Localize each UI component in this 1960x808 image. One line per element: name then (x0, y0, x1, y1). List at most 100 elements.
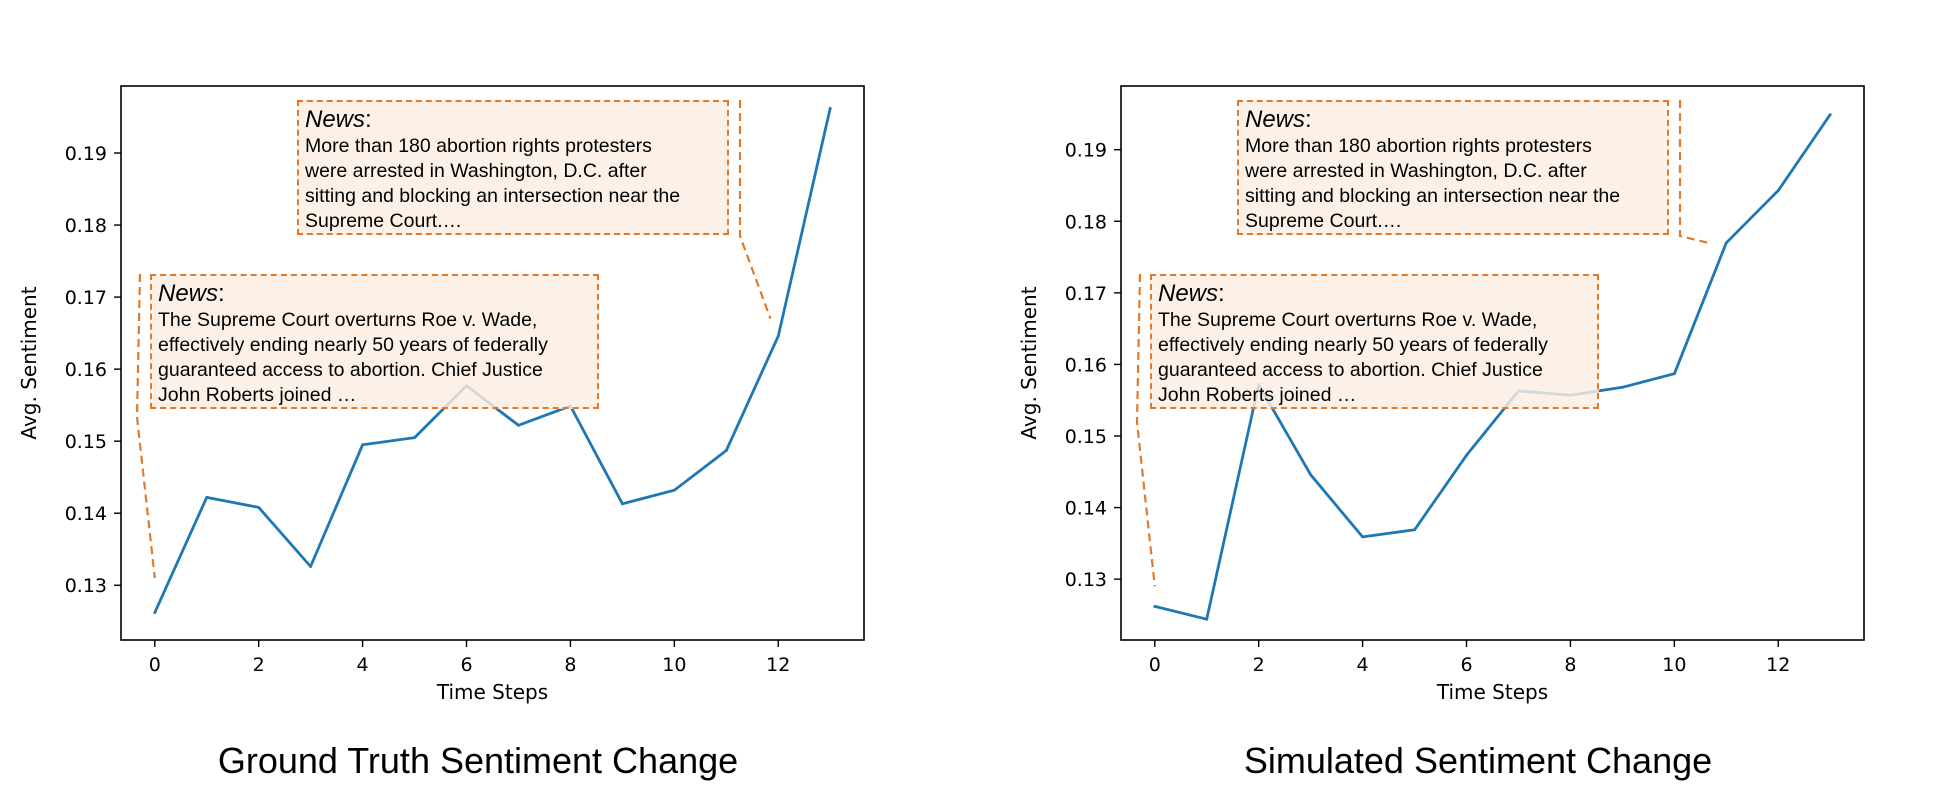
annotation-line: effectively ending nearly 50 years of fe… (1158, 334, 1548, 356)
data-point (724, 449, 728, 452)
y-tick-label: 0.19 (65, 143, 107, 165)
y-tick-label: 0.18 (1065, 211, 1107, 233)
x-tick-label: 6 (1460, 654, 1472, 676)
data-point (309, 565, 313, 568)
y-tick-label: 0.15 (65, 431, 107, 453)
data-point (1776, 189, 1780, 192)
data-point (1672, 372, 1676, 376)
y-tick-label: 0.14 (65, 503, 107, 525)
news-annotation-protest: News: More than 180 abortion rights prot… (1237, 100, 1669, 235)
caption-ground-truth: Ground Truth Sentiment Change (217, 740, 739, 781)
x-tick-label: 8 (564, 654, 576, 676)
callout-lines (135, 100, 772, 579)
annotation-line: sitting and blocking an intersection nea… (305, 185, 681, 207)
ticks: 0 2 4 6 8 10 12 0.13 0.14 0.15 0.16 0.17 0.18 0.19 (65, 143, 791, 676)
data-point (776, 334, 780, 338)
annotation-separator: : (218, 280, 225, 307)
x-tick-label: 2 (253, 654, 265, 676)
annotation-line: Supreme Court.… (1245, 210, 1403, 232)
data-point (257, 506, 261, 509)
annotation-line: were arrested in Washington, D.C. after (305, 160, 647, 182)
x-tick-label: 4 (357, 654, 369, 676)
annotation-line: John Roberts joined … (158, 384, 357, 406)
data-point (828, 106, 832, 110)
annotation-label: News (158, 280, 219, 307)
annotation-arrow (1678, 100, 1709, 244)
data-point (205, 495, 209, 499)
callout-lines (1135, 100, 1709, 587)
y-tick-label: 0.14 (1065, 498, 1107, 520)
x-axis-label: Time Steps (1436, 680, 1548, 704)
data-point (1413, 528, 1416, 532)
data-point (1620, 385, 1624, 389)
plot-frame (120, 85, 865, 641)
x-axis-label: Time Steps (436, 680, 548, 704)
y-axis-label: Avg. Sentiment (1017, 286, 1041, 439)
annotation-text: More than 180 abortion rights protesters… (305, 134, 722, 234)
annotation-line: More than 180 abortion rights protesters (305, 135, 652, 157)
y-tick-label: 0.18 (65, 215, 107, 237)
annotation-text: The Supreme Court overturns Roe v. Wade,… (1158, 308, 1592, 408)
annotation-line: John Roberts joined … (1158, 384, 1357, 406)
annotation-line: Supreme Court.… (305, 210, 463, 232)
annotation-line: effectively ending nearly 50 years of fe… (158, 334, 548, 356)
y-tick-label: 0.13 (1065, 569, 1107, 591)
x-tick-label: 10 (1662, 654, 1686, 676)
x-tick-label: 6 (460, 654, 472, 676)
annotation-heading: News: (158, 279, 592, 308)
data-point (1724, 241, 1728, 245)
annotation-line: The Supreme Court overturns Roe v. Wade, (158, 309, 538, 331)
data-point (153, 611, 157, 615)
ticks: 0 2 4 6 8 10 12 0.13 0.14 0.15 0.16 0.17 0.18 0.19 (1065, 140, 1791, 676)
annotation-line: The Supreme Court overturns Roe v. Wade, (1158, 309, 1538, 331)
news-annotation-roe: News: The Supreme Court overturns Roe v.… (150, 274, 599, 409)
caption-simulated: Simulated Sentiment Change (1243, 740, 1713, 781)
annotation-line: guaranteed access to abortion. Chief Jus… (1158, 359, 1543, 381)
annotation-heading: News: (1245, 105, 1662, 134)
annotation-arrow (1135, 273, 1156, 587)
x-tick-label: 4 (1357, 654, 1369, 676)
annotation-text: The Supreme Court overturns Roe v. Wade,… (158, 308, 592, 408)
annotation-separator: : (365, 106, 372, 133)
data-point (620, 502, 624, 506)
plot-frame (1120, 85, 1865, 641)
data-point (1361, 535, 1365, 539)
data-point (517, 423, 520, 427)
news-annotation-protest: News: More than 180 abortion rights prot… (297, 100, 729, 235)
annotation-heading: News: (1158, 279, 1592, 308)
data-point (1309, 473, 1313, 477)
data-point (1205, 617, 1209, 621)
annotation-label: News (1245, 106, 1306, 133)
data-point (1465, 453, 1468, 457)
annotation-separator: : (1218, 280, 1225, 307)
y-tick-label: 0.13 (65, 575, 107, 597)
x-tick-label: 0 (1149, 654, 1161, 676)
annotation-separator: : (1305, 106, 1312, 133)
annotation-text: More than 180 abortion rights protesters… (1245, 134, 1662, 234)
annotation-label: News (1158, 280, 1219, 307)
x-tick-label: 8 (1564, 654, 1576, 676)
annotation-line: were arrested in Washington, D.C. after (1245, 160, 1587, 182)
y-tick-label: 0.19 (1065, 140, 1107, 162)
y-tick-label: 0.17 (65, 287, 107, 309)
annotation-line: sitting and blocking an intersection nea… (1245, 185, 1621, 207)
data-point (361, 443, 365, 447)
y-tick-label: 0.15 (1065, 426, 1107, 448)
annotation-heading: News: (305, 105, 722, 134)
x-tick-label: 10 (662, 654, 686, 676)
annotation-line: guaranteed access to abortion. Chief Jus… (158, 359, 543, 381)
annotation-line: More than 180 abortion rights protesters (1245, 135, 1592, 157)
data-point (1153, 604, 1157, 608)
annotation-label: News (305, 106, 366, 133)
news-annotation-roe: News: The Supreme Court overturns Roe v.… (1150, 274, 1599, 409)
panel-simulated: 0 2 4 6 8 10 12 0.13 0.14 0.15 0.16 0.17 0.18 0.19 Ti… (1017, 85, 1865, 704)
y-tick-label: 0.16 (1065, 354, 1107, 376)
y-tick-label: 0.16 (65, 359, 107, 381)
data-point (1828, 113, 1832, 117)
y-tick-label: 0.17 (1065, 283, 1107, 305)
x-tick-label: 2 (1253, 654, 1265, 676)
x-tick-label: 12 (766, 654, 790, 676)
annotation-arrow (738, 100, 772, 320)
x-tick-label: 0 (149, 654, 161, 676)
data-point (672, 488, 676, 492)
